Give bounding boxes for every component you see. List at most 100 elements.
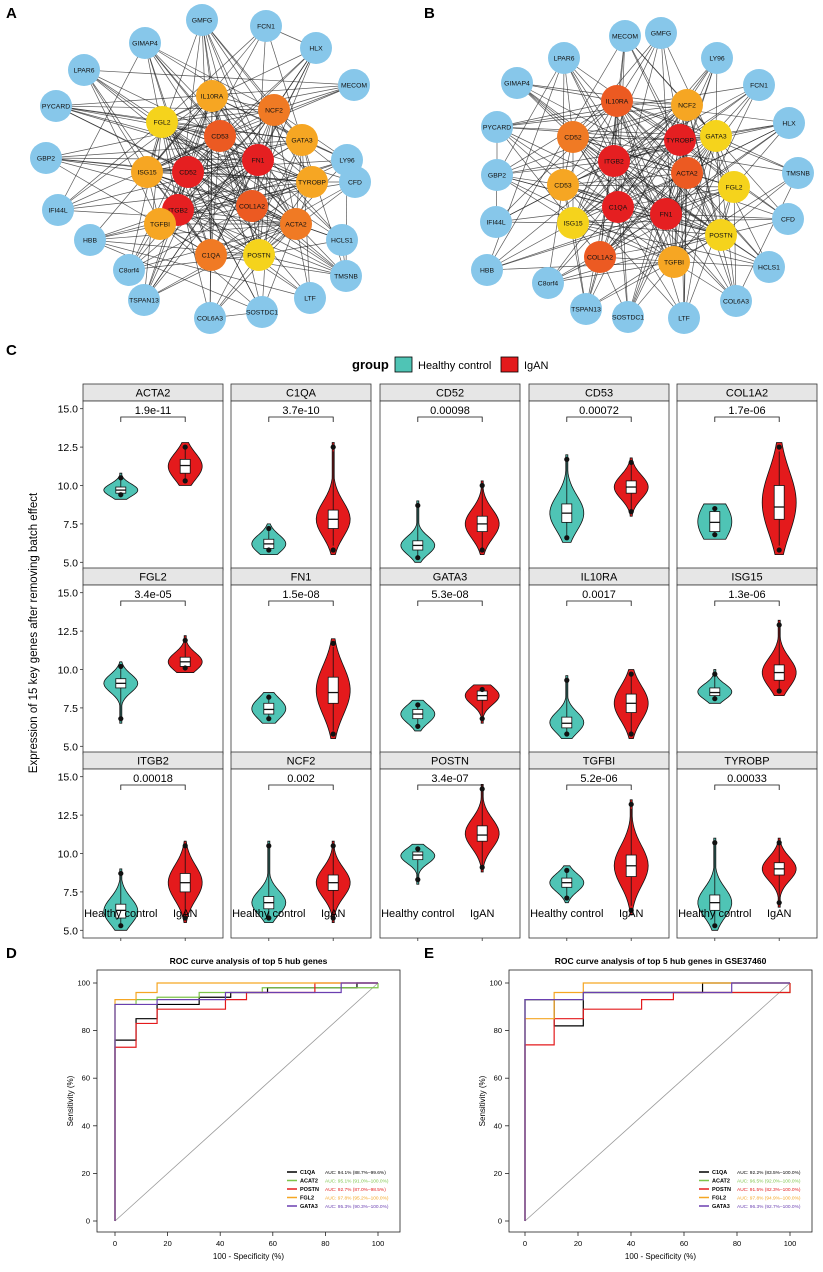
network-node-label: ACTA2	[676, 171, 698, 178]
network-node-circle	[296, 166, 328, 198]
network-edge	[486, 261, 675, 271]
network-node-col1a2: COL1A2	[584, 241, 616, 273]
network-edge	[547, 261, 675, 284]
violin-panel-title: FGL2	[139, 572, 167, 584]
network-node-label: GIMAP4	[132, 41, 158, 48]
roc-x-tick-label: 20	[574, 1239, 582, 1248]
violin-panel-il10ra: IL10RA 0.0017	[528, 567, 670, 757]
significance-bracket	[120, 600, 186, 606]
significance-bracket	[268, 784, 334, 790]
network-node-label: GBP2	[488, 173, 506, 180]
network-node-label: GATA3	[705, 134, 726, 141]
network-node-postn: POSTN	[705, 219, 737, 251]
violin-grid: ACTA2 5.0 7.5 10.0 12.5 15.0 1.9e-11 C1QA 3.7e-1…	[58, 383, 818, 941]
network-edge	[89, 181, 313, 241]
network-node-label: HCLS1	[758, 265, 780, 272]
violin-y-tick-label: 15.0	[58, 772, 79, 784]
network-node-label: GATA3	[291, 138, 312, 145]
network-node-label: TSPAN13	[571, 307, 601, 314]
significance-bracket	[566, 416, 632, 422]
network-node-hbb: HBB	[74, 224, 106, 256]
network-edge	[516, 82, 688, 174]
network-node-circle	[548, 42, 580, 74]
outlier-point	[712, 671, 718, 677]
network-node-col6a3: COL6A3	[720, 285, 752, 317]
network-edge	[599, 135, 717, 258]
legend-title: group	[352, 357, 389, 372]
network-node-circle	[701, 42, 733, 74]
network-node-acta2: ACTA2	[671, 157, 703, 189]
outlier-point	[118, 923, 124, 929]
network-edge	[613, 160, 629, 318]
roc-chart-e: ROC curve analysis of top 5 hub genes in…	[478, 956, 813, 1261]
significance-bracket	[417, 784, 483, 790]
network-edge	[257, 25, 267, 161]
network-edge	[613, 135, 717, 162]
network-node-label: NCF2	[678, 103, 696, 110]
outlier-point	[330, 731, 336, 737]
outlier-point	[479, 864, 485, 870]
significance-bracket	[268, 600, 334, 606]
network-node-label: CFD	[348, 180, 362, 187]
network-node-ncf2: NCF2	[258, 94, 290, 126]
network-node-gimap4: GIMAP4	[129, 27, 161, 59]
roc-diagonal	[524, 982, 791, 1222]
network-node-label: POSTN	[709, 233, 733, 240]
network-node-tgfbi: TGFBI	[144, 208, 176, 240]
network-edge	[495, 206, 619, 223]
box-igan	[327, 676, 339, 704]
network-edge	[562, 100, 618, 186]
roc-y-tick-label: 80	[494, 1026, 502, 1035]
roc-y-tick-label: 60	[82, 1074, 90, 1083]
network-node-circle	[664, 124, 696, 156]
network-node-circle	[246, 296, 278, 328]
network-node-label: CD52	[179, 170, 197, 177]
network-node-mecom: MECOM	[338, 69, 370, 101]
network-edge	[146, 171, 260, 256]
network-edge	[599, 172, 688, 258]
network-edge	[516, 82, 618, 102]
outlier-point	[330, 843, 336, 849]
network-edge	[258, 109, 275, 256]
network-node-c1qa: C1QA	[602, 191, 634, 223]
network-edge	[161, 109, 275, 123]
outlier-point	[776, 688, 782, 694]
network-edge	[715, 135, 737, 302]
network-node-label: LY96	[709, 56, 725, 63]
violin-panel-itgb2: ITGB2 5.0 7.5 10.0 12.5 15.0 0.00018 Healthy co…	[58, 751, 224, 941]
network-node-label: CD53	[554, 183, 572, 190]
p-value-label: 1.5e-08	[282, 589, 319, 601]
significance-bracket	[566, 600, 632, 606]
network-edge	[585, 234, 722, 310]
network-node-circle	[204, 120, 236, 152]
box-healthy	[263, 702, 275, 715]
violin-panel-title: TGFBI	[583, 756, 615, 768]
network-node-fgl2: FGL2	[146, 106, 178, 138]
violin-panel-title: POSTN	[431, 756, 469, 768]
network-edge	[563, 57, 722, 236]
outlier-point	[266, 694, 272, 700]
roc-legend-name: ACAT2	[300, 1179, 318, 1185]
network-node-itgb2: ITGB2	[598, 145, 630, 177]
network-edge	[617, 35, 626, 208]
significance-bracket	[714, 784, 780, 790]
network-node-il10ra: IL10RA	[196, 80, 228, 112]
network-node-hcls1: HCLS1	[326, 224, 358, 256]
network-edge	[572, 32, 662, 224]
roc-y-tick-label: 100	[489, 979, 502, 988]
outlier-point	[712, 532, 718, 538]
network-edge	[616, 100, 675, 263]
violin-y-axis-label: Expression of 15 key genes after removin…	[28, 492, 40, 773]
network-edge	[679, 122, 790, 141]
roc-legend-auc: AUC: 95.1% (91.0%–100.0%)	[325, 1179, 389, 1185]
network-node-circle	[720, 285, 752, 317]
roc-legend-auc: AUC: 91.5% (82.3%–100.0%)	[737, 1187, 801, 1193]
violin-x-tick-label: IgAN	[470, 908, 495, 920]
network-edge	[572, 222, 722, 236]
network-node-circle	[547, 169, 579, 201]
network-node-cfd: CFD	[772, 203, 804, 235]
network-node-circle	[584, 241, 616, 273]
roc-x-tick-label: 100	[784, 1239, 797, 1248]
box-healthy	[412, 851, 424, 861]
box-igan	[476, 825, 488, 842]
